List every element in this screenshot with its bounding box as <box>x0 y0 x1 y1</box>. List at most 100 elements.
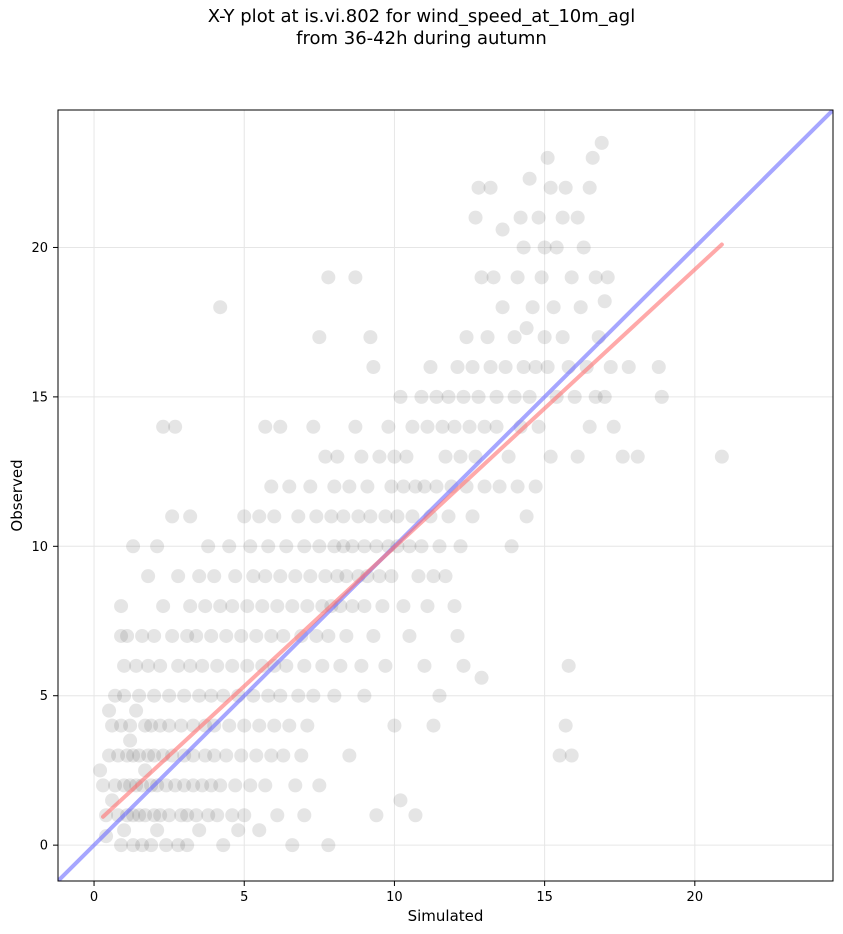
data-points <box>93 135 729 853</box>
data-point <box>216 688 231 703</box>
data-point <box>216 838 231 853</box>
data-point <box>267 509 282 524</box>
data-point <box>282 479 297 494</box>
data-point <box>171 569 186 584</box>
data-point <box>615 449 630 464</box>
data-point <box>192 688 207 703</box>
chart-title-line-2: from 36-42h during autumn <box>296 28 547 49</box>
data-point <box>222 718 237 733</box>
data-point <box>288 778 303 793</box>
data-point <box>498 360 513 374</box>
data-point <box>255 599 270 614</box>
data-point <box>417 479 432 494</box>
data-point <box>519 321 534 336</box>
data-point <box>249 748 264 763</box>
data-point <box>393 793 408 808</box>
data-point <box>258 569 273 584</box>
data-point <box>456 389 471 404</box>
x-axis-label: Simulated <box>408 907 484 925</box>
data-point <box>651 360 666 374</box>
data-point <box>483 180 498 195</box>
data-point <box>366 628 381 643</box>
data-point <box>540 360 555 374</box>
data-point <box>171 658 186 673</box>
data-point <box>210 808 225 823</box>
data-point <box>654 389 669 404</box>
data-point <box>348 270 363 285</box>
data-point <box>360 479 375 494</box>
data-point <box>243 778 258 793</box>
data-point <box>351 509 366 524</box>
data-point <box>489 419 504 434</box>
data-point <box>222 539 237 554</box>
data-point <box>147 628 162 643</box>
data-point <box>537 330 552 345</box>
data-point <box>171 838 186 853</box>
data-point <box>471 180 486 195</box>
data-point <box>150 823 165 838</box>
data-point <box>477 419 492 434</box>
x-tick-label: 10 <box>386 890 403 905</box>
data-point <box>447 599 462 614</box>
data-point <box>162 688 177 703</box>
data-point <box>213 599 228 614</box>
data-point <box>261 539 276 554</box>
data-point <box>264 628 279 643</box>
data-point <box>198 599 213 614</box>
data-point <box>180 628 195 643</box>
data-point <box>447 419 462 434</box>
data-point <box>303 569 318 584</box>
data-point <box>195 658 210 673</box>
data-point <box>327 688 342 703</box>
data-point <box>234 748 249 763</box>
data-point <box>114 838 129 853</box>
data-point <box>126 748 141 763</box>
regression-fit-line <box>101 242 724 819</box>
data-point <box>210 658 225 673</box>
data-point <box>321 628 336 643</box>
data-point <box>528 360 543 374</box>
data-point <box>495 222 510 237</box>
data-point <box>132 688 147 703</box>
data-point <box>288 569 303 584</box>
data-point <box>105 718 120 733</box>
data-point <box>384 569 399 584</box>
data-point <box>504 539 519 554</box>
data-point <box>243 539 258 554</box>
data-point <box>558 718 573 733</box>
data-point <box>99 829 114 844</box>
data-point <box>102 748 117 763</box>
data-point <box>126 838 141 853</box>
data-point <box>582 180 597 195</box>
data-point <box>333 658 348 673</box>
data-point <box>336 509 351 524</box>
data-point <box>543 449 558 464</box>
x-tick-label: 0 <box>90 890 98 905</box>
data-point <box>129 658 144 673</box>
data-point <box>339 628 354 643</box>
data-point <box>426 718 441 733</box>
data-point <box>309 628 324 643</box>
data-point <box>165 628 180 643</box>
data-point <box>432 688 447 703</box>
data-point <box>522 389 537 404</box>
data-point <box>129 703 144 718</box>
data-point <box>420 599 435 614</box>
data-point <box>378 658 393 673</box>
data-point <box>111 748 126 763</box>
data-point <box>165 509 180 524</box>
data-point <box>402 628 417 643</box>
data-point <box>240 658 255 673</box>
data-point <box>408 479 423 494</box>
data-point <box>225 658 240 673</box>
data-point <box>144 838 159 853</box>
data-point <box>360 569 375 584</box>
data-point <box>246 569 261 584</box>
data-point <box>237 509 252 524</box>
data-point <box>273 569 288 584</box>
data-point <box>327 539 342 554</box>
data-point <box>567 389 582 404</box>
data-point <box>552 748 567 763</box>
data-point <box>417 658 432 673</box>
